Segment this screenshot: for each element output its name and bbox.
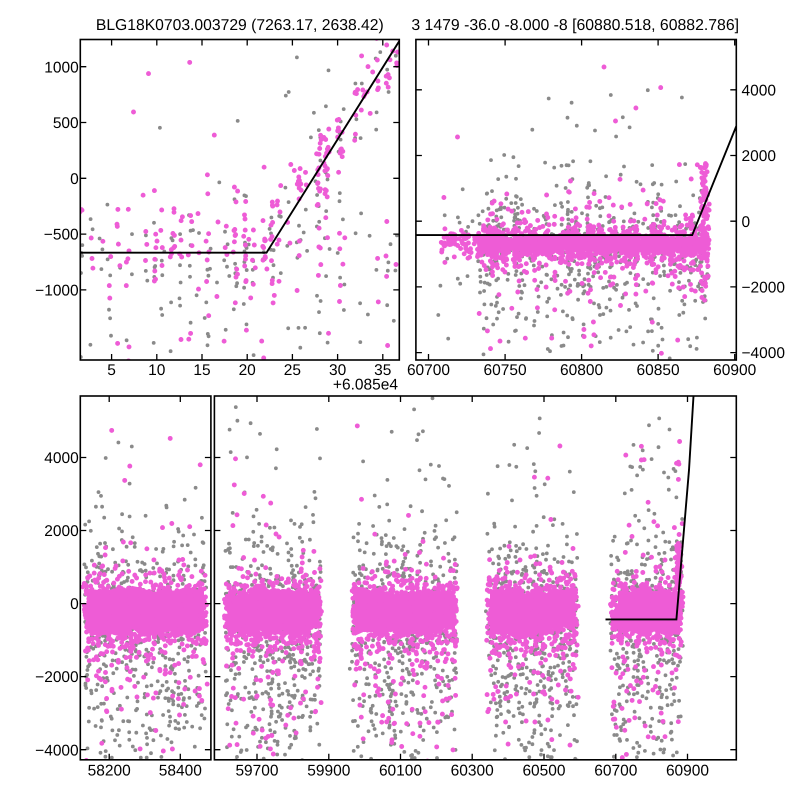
- svg-text:58200: 58200: [88, 763, 131, 780]
- svg-text:58400: 58400: [159, 763, 202, 780]
- svg-text:−500: −500: [44, 227, 79, 244]
- svg-text:60300: 60300: [451, 763, 494, 780]
- svg-text:60100: 60100: [379, 763, 422, 780]
- svg-text:10: 10: [148, 362, 166, 379]
- svg-text:20: 20: [239, 362, 257, 379]
- svg-text:30: 30: [329, 362, 347, 379]
- svg-text:60700: 60700: [407, 362, 450, 379]
- svg-text:500: 500: [53, 115, 79, 132]
- svg-text:0: 0: [70, 171, 79, 188]
- svg-text:+6.085e4: +6.085e4: [333, 377, 398, 394]
- svg-text:60750: 60750: [484, 362, 527, 379]
- svg-text:2000: 2000: [742, 148, 777, 165]
- svg-text:60850: 60850: [637, 362, 680, 379]
- svg-text:15: 15: [193, 362, 210, 379]
- svg-text:BLG18K0703.003729 (7263.17, 26: BLG18K0703.003729 (7263.17, 2638.42): [96, 17, 384, 34]
- svg-text:4000: 4000: [742, 82, 777, 99]
- svg-text:5: 5: [107, 362, 116, 379]
- svg-text:−4000: −4000: [35, 742, 79, 759]
- svg-text:60500: 60500: [522, 763, 565, 780]
- svg-text:−2000: −2000: [742, 280, 786, 297]
- svg-text:2000: 2000: [44, 523, 79, 540]
- svg-text:60700: 60700: [594, 763, 637, 780]
- svg-text:−1000: −1000: [35, 283, 79, 300]
- svg-text:60800: 60800: [560, 362, 603, 379]
- svg-text:−4000: −4000: [742, 345, 786, 362]
- svg-text:1000: 1000: [44, 59, 79, 76]
- svg-text:4000: 4000: [44, 450, 79, 467]
- svg-text:25: 25: [284, 362, 301, 379]
- svg-text:35: 35: [374, 362, 391, 379]
- svg-text:60900: 60900: [713, 362, 756, 379]
- svg-text:3 1479 -36.0 -8.000 -8 [60880.: 3 1479 -36.0 -8.000 -8 [60880.518, 60882…: [411, 17, 739, 34]
- svg-text:−2000: −2000: [35, 669, 79, 686]
- svg-text:59700: 59700: [235, 763, 278, 780]
- svg-text:0: 0: [742, 214, 751, 231]
- svg-text:60900: 60900: [666, 763, 709, 780]
- svg-text:0: 0: [70, 596, 79, 613]
- svg-text:59900: 59900: [307, 763, 350, 780]
